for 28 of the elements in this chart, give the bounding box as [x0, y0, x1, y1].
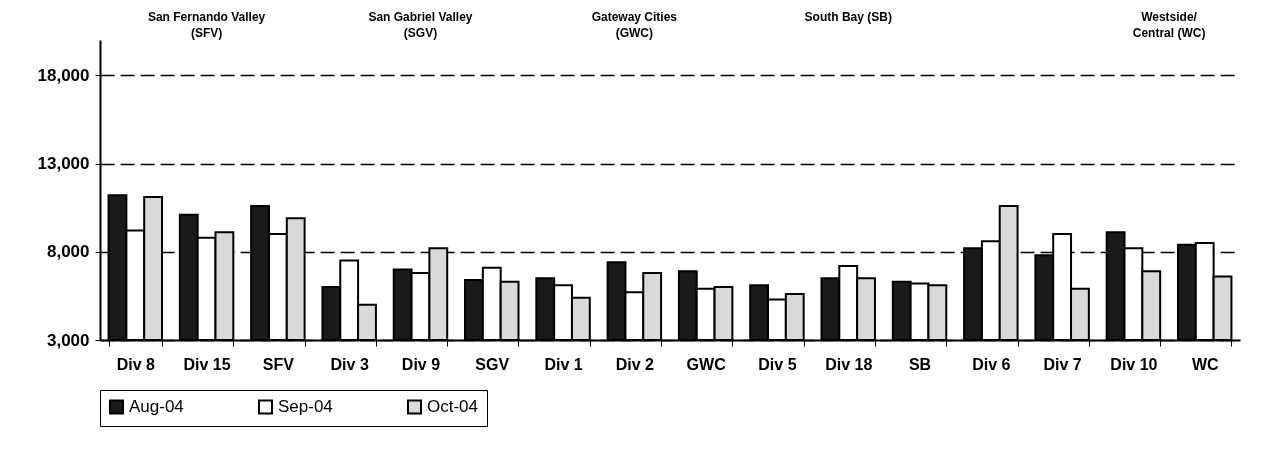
x-tick-label: WC	[1191, 355, 1219, 373]
legend-label: Oct-04	[427, 396, 479, 416]
y-tick-label: 13,000	[37, 154, 90, 174]
x-tick-label: SFV	[262, 355, 295, 373]
text: Gateway Cities (GWC)	[591, 10, 678, 40]
legend-label: Sep-04	[278, 396, 333, 416]
x-tick-label: GWC	[686, 355, 727, 373]
x-tick-label: Div 6	[972, 355, 1011, 373]
text: San Gabriel Valley (SGV)	[368, 10, 473, 40]
x-tick-label: Div 18	[825, 355, 873, 373]
text: San Fernando Valley (SFV)	[147, 10, 266, 40]
y-tick-label: 18,000	[37, 65, 90, 85]
x-tick-label: Div 7	[1043, 355, 1082, 373]
x-tick-label: Div 2	[615, 355, 655, 373]
x-tick-label: Div 9	[401, 355, 441, 373]
x-tick-label: SGV	[475, 355, 510, 373]
x-tick-label: Div 3	[330, 355, 369, 373]
x-tick-label: Div 5	[758, 355, 797, 373]
y-tick-label: 3,000	[46, 330, 90, 350]
y-tick-label: 8,000	[46, 242, 90, 262]
text: South Bay (SB)	[804, 10, 892, 24]
x-tick-label: SB	[908, 355, 932, 373]
text: Westside/ Central (WC)	[1132, 10, 1206, 40]
x-tick-label: Div 8	[116, 355, 156, 373]
legend-label: Aug-04	[129, 396, 184, 416]
x-tick-label: Div 15	[183, 355, 231, 373]
x-tick-label: Div 10	[1110, 355, 1158, 373]
x-tick-label: Div 1	[544, 355, 583, 373]
